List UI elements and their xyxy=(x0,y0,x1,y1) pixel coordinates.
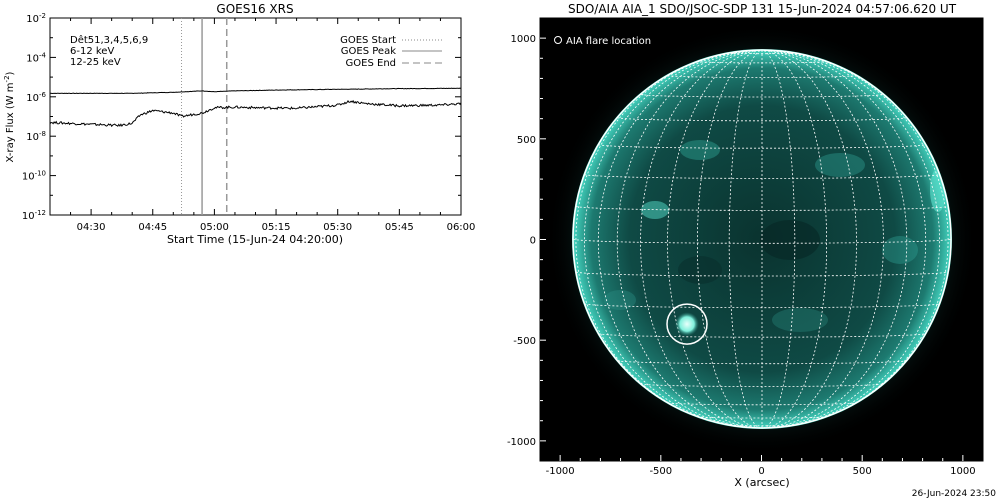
image-x-axis-label: X (arcsec) xyxy=(734,476,789,489)
image-x-tick-label: 500 xyxy=(853,466,872,477)
latitude-line xyxy=(728,52,796,55)
y-tick-label: 10-6 xyxy=(26,91,46,104)
legend-12-25kev: 12-25 keV xyxy=(70,57,121,68)
longitude-line xyxy=(761,50,827,428)
x-tick-label: 06:00 xyxy=(447,222,476,233)
y-tick-label: 10-10 xyxy=(22,170,46,183)
image-x-tick-label: 1000 xyxy=(950,466,975,477)
longitude-line xyxy=(583,50,763,428)
x-tick-label: 05:15 xyxy=(262,222,291,233)
longitude-line xyxy=(616,50,763,428)
y-axis-label: X-ray Flux (W m-2) xyxy=(3,71,16,162)
x-tick-label: 04:30 xyxy=(77,222,106,233)
legend-goes-start: GOES Start xyxy=(340,35,396,46)
flux-line-upper xyxy=(50,87,461,95)
flare-location-circle xyxy=(666,303,708,345)
latitude-line xyxy=(667,402,857,406)
x-tick-label: 04:45 xyxy=(138,222,167,233)
latitude-line xyxy=(575,271,949,277)
image-y-tick-label: 1000 xyxy=(511,34,536,45)
image-y-tick-label: -500 xyxy=(513,336,536,347)
latitude-line xyxy=(597,144,927,149)
longitude-line xyxy=(761,50,927,428)
image-x-tick-label: 0 xyxy=(758,466,764,477)
flux-series xyxy=(50,87,461,128)
goes-event-markers xyxy=(181,18,228,215)
x-axis-ticks: 04:30 04:45 05:00 05:15 05:30 05:45 06:00 xyxy=(70,18,476,233)
image-axis-ticks: -1000 -500 0 500 1000 -1000 -500 0 500 1000 xyxy=(507,34,976,477)
y-tick-label: 10-8 xyxy=(26,130,46,143)
active-regions xyxy=(604,140,946,332)
legend-goes-peak: GOES Peak xyxy=(341,46,396,57)
image-title: SDO/AIA AIA_1 SDO/JSOC-SDP 131 15-Jun-20… xyxy=(568,2,957,16)
longitude-line xyxy=(697,50,763,428)
x-tick-label: 05:30 xyxy=(323,222,352,233)
flux-line-lower xyxy=(50,99,461,128)
y-tick-label: 10-2 xyxy=(26,12,46,25)
image-x-tick-label: -500 xyxy=(649,466,672,477)
y-tick-label: 10-4 xyxy=(26,51,46,64)
y-axis-ticks: 10-12 10-10 10-8 10-6 10-4 10-2 xyxy=(22,12,461,222)
legend-flare-marker xyxy=(554,36,562,44)
y-tick-label: 10-12 xyxy=(22,209,46,222)
legend-goes: GOES Start GOES Peak GOES End xyxy=(340,35,442,69)
image-y-tick-label: 0 xyxy=(530,236,536,247)
image-x-tick-label: -1000 xyxy=(546,466,575,477)
latitude-line xyxy=(616,117,908,122)
solar-limb xyxy=(572,49,952,429)
legend-detectors: Dêt51,3,4,5,6,9 xyxy=(70,34,148,46)
longitude-line xyxy=(761,50,908,428)
legend-energy: Dêt51,3,4,5,6,9 6-12 keV 12-25 keV xyxy=(70,34,148,68)
image-y-tick-label: 500 xyxy=(517,135,536,146)
longitude-line xyxy=(597,50,763,428)
x-tick-label: 05:00 xyxy=(200,222,229,233)
goes-xrs-chart: GOES16 XRS 10-12 10-10 10-8 10-6 10-4 10-2 04… xyxy=(3,2,475,246)
flare-brightening xyxy=(674,312,699,337)
footer-timestamp: 26-Jun-2024 23:50 xyxy=(912,489,996,499)
legend-flare-location: AIA flare location xyxy=(566,36,651,47)
chart-title: GOES16 XRS xyxy=(216,2,293,16)
x-tick-label: 05:45 xyxy=(385,222,414,233)
longitude-line xyxy=(761,50,941,428)
x-axis-label: Start Time (15-Jun-24 04:20:00) xyxy=(167,233,343,246)
image-y-tick-label: -1000 xyxy=(507,437,536,448)
aia-image-panel: SDO/AIA AIA_1 SDO/JSOC-SDP 131 15-Jun-20… xyxy=(507,2,984,489)
legend-goes-end: GOES End xyxy=(346,58,396,69)
legend-6-12kev: 6-12 keV xyxy=(70,46,114,57)
